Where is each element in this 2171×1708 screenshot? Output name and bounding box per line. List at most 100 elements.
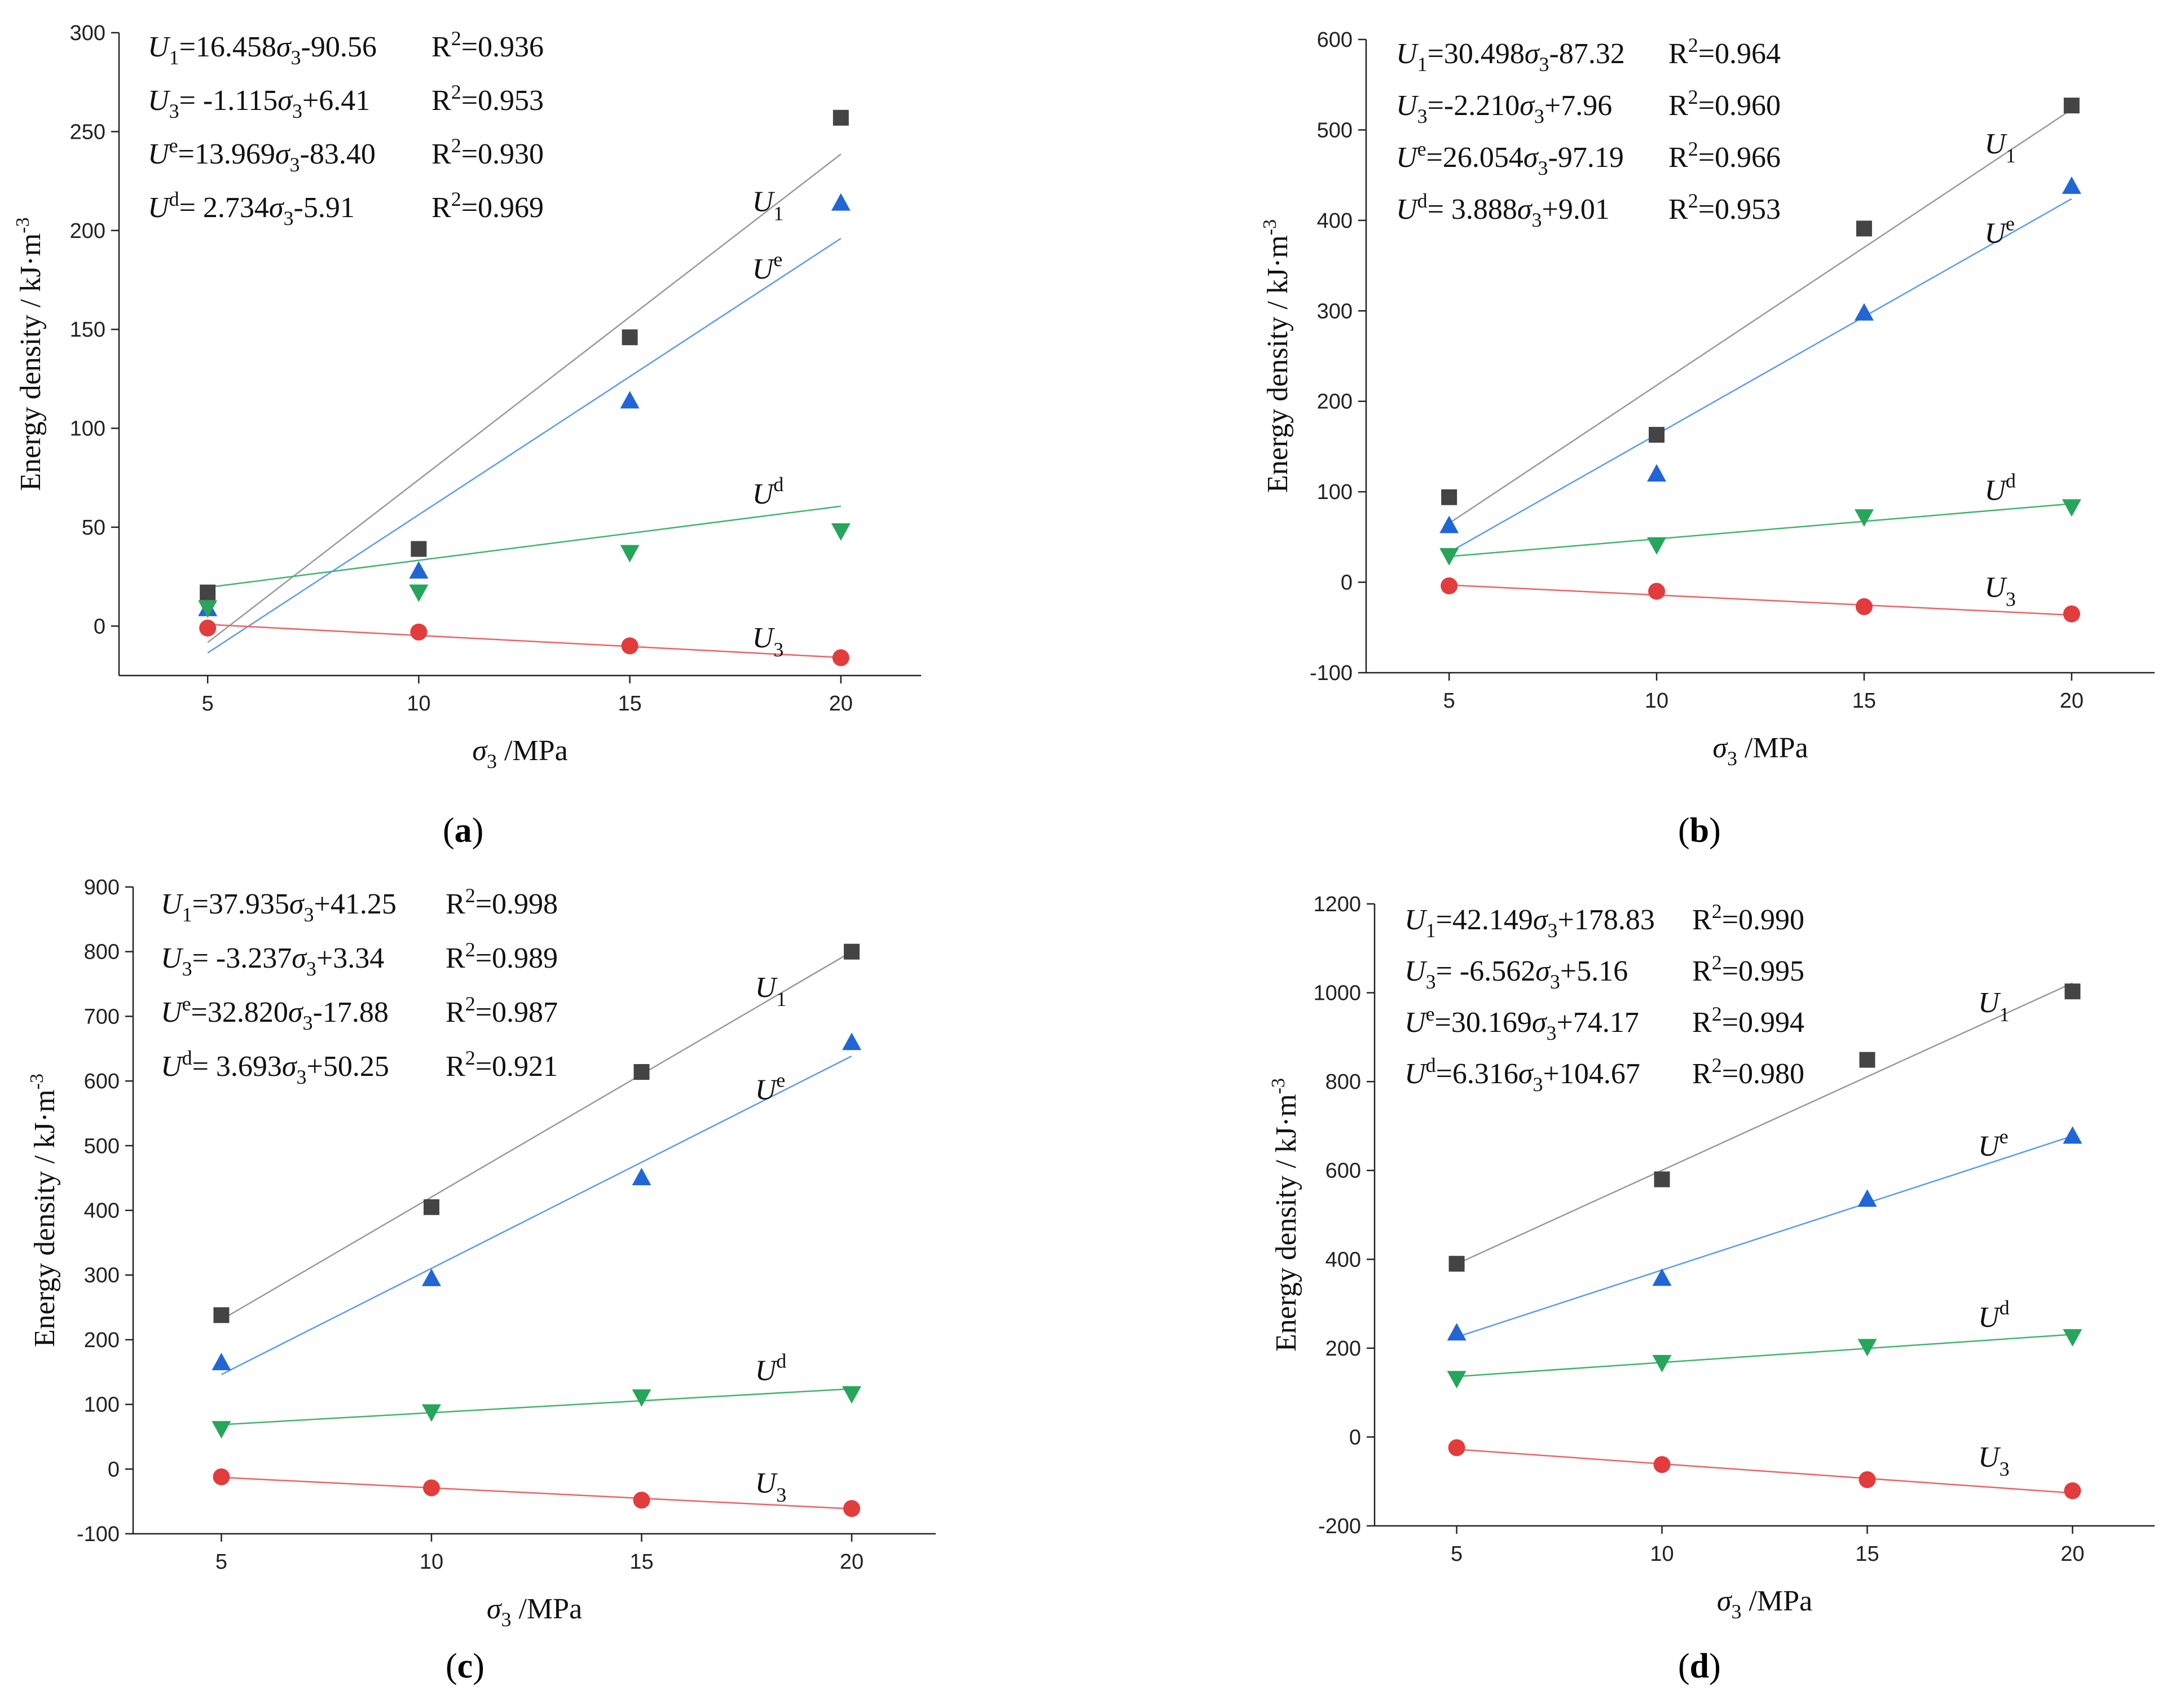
data-point-Ud [1652,1354,1672,1372]
data-point-Ue [1447,1323,1467,1341]
x-axis-title: σ3 /MPa [1712,732,1808,770]
data-point-Ue [620,391,640,409]
x-axis-title: σ3 /MPa [1717,1585,1812,1623]
chart-panel-a: 0 50 100 150 200 250 300 5 10 15 20 σ3 /MPa Energy d… [12,21,921,773]
x-tick-label: 5 [1451,1542,1463,1566]
data-point-Ue [1439,515,1459,533]
y-tick-label: -100 [77,1522,120,1546]
equation-line: U1=16.458σ3-90.56 [148,31,377,69]
data-point-U1 [1859,1052,1875,1068]
series-label-U3: U3 [1984,571,2016,610]
y-tick-label: 600 [84,1070,120,1093]
data-point-Ue [1647,464,1667,482]
data-point-U3 [199,619,217,637]
y-tick-label: 900 [84,876,120,899]
data-point-Ud [1857,1339,1877,1357]
data-point-U3 [633,1491,650,1509]
data-point-Ue [1652,1268,1672,1286]
data-point-U1 [411,541,427,557]
series-label-U1: U1 [1978,987,2010,1026]
y-axis-title: Energy density / kJ·m-3 [27,1074,61,1347]
x-tick-label: 10 [1650,1542,1674,1566]
data-point-U3 [1859,1471,1876,1489]
data-point-U3 [843,1500,860,1517]
panel-label-c: (c) [446,1647,485,1685]
fit-line-U1 [207,153,842,643]
y-tick-label: -200 [1318,1515,1361,1538]
data-point-Ud [409,584,429,602]
equation-line: U3=-2.210σ3+7.96 [1396,90,1612,127]
x-tick-label: 20 [2060,689,2084,713]
y-tick-label: 300 [84,1264,120,1287]
equation-line: Ue=26.054σ3-97.19 [1396,138,1624,179]
y-tick-label: 600 [1326,1159,1361,1183]
chart-panel-d: -200 0 200 400 600 800 1000 1200 5 10 15 20 σ3 /MPa E… [1268,893,2155,1623]
data-point-U1 [2063,98,2080,114]
data-point-U1 [622,329,638,346]
equation-r2: R2=0.990 [1692,900,1804,936]
data-point-U1 [1441,489,1457,505]
data-point-U1 [633,1064,650,1080]
equation-line: Ue=30.169σ3+74.17 [1404,1003,1639,1044]
y-tick-label: 500 [84,1135,120,1158]
data-point-Ue [212,1353,231,1371]
equation-r2: R2=0.998 [446,884,558,920]
panel-label-d: (d) [1678,1647,1721,1685]
data-point-U3 [422,1479,440,1497]
equation-line: Ud= 2.734σ3-5.91 [148,188,355,230]
equation-line: U1=37.935σ3+41.25 [161,888,397,926]
fit-line-Ud [1449,503,2072,558]
data-point-U3 [410,623,428,641]
panel-label-b: (b) [1678,811,1721,850]
equation-r2: R2=0.936 [431,27,544,63]
series-label-U1: U1 [1984,128,2016,167]
y-tick-label: 100 [1317,480,1353,504]
data-point-U3 [1648,582,1666,600]
equation-line: Ud= 3.888σ3+9.01 [1396,189,1610,231]
equation-r2: R2=0.980 [1692,1054,1804,1090]
series-label-Ue: Ue [752,248,783,285]
y-tick-label: 400 [1317,209,1353,233]
data-point-U1 [200,584,216,601]
equation-line: Ue=32.820σ3-17.88 [161,992,389,1034]
x-tick-label: 5 [202,692,214,716]
fit-line-Ud [221,1388,852,1425]
equation-r2: R2=0.953 [1668,189,1781,226]
data-point-Ue [409,561,429,579]
data-point-U3 [1441,577,1458,594]
series-label-Ud: Ud [1984,469,2016,506]
fit-line-Ue [221,1055,852,1375]
y-tick-label: 600 [1317,28,1353,52]
fit-line-U3 [221,1476,852,1510]
equation-r2: R2=0.994 [1692,1003,1804,1039]
y-tick-label: 200 [84,1329,120,1352]
data-point-U3 [1448,1439,1465,1457]
x-tick-label: 15 [618,692,641,716]
equation-line: U1=42.149σ3+178.83 [1404,904,1655,942]
series-label-U3: U3 [1978,1441,2010,1480]
data-point-U3 [621,637,638,655]
data-point-Ud [2062,499,2081,517]
x-tick-label: 15 [1855,1542,1879,1566]
data-point-Ue [2063,1126,2082,1144]
y-tick-label: 400 [1326,1248,1361,1272]
equation-line: U3= -6.562σ3+5.16 [1404,955,1628,993]
fit-line-U1 [1448,109,2072,524]
data-point-U1 [843,943,860,960]
data-point-U1 [833,109,849,126]
x-tick-label: 10 [407,692,430,716]
panel-label-b-letter: b [1689,811,1710,850]
y-tick-label: 100 [70,417,105,441]
data-point-Ud [632,1389,651,1407]
y-tick-label: 200 [70,219,105,243]
series-label-U1: U1 [755,972,787,1010]
data-point-U1 [1654,1171,1670,1188]
equation-r2: R2=0.987 [446,992,558,1029]
fit-line-U3 [1449,584,2072,616]
equation-r2: R2=0.964 [1668,34,1781,70]
data-point-Ue [2062,176,2081,194]
data-point-Ud [620,545,640,563]
y-axis-title: Energy density / kJ·m-3 [12,217,47,491]
y-tick-label: 0 [94,615,105,638]
